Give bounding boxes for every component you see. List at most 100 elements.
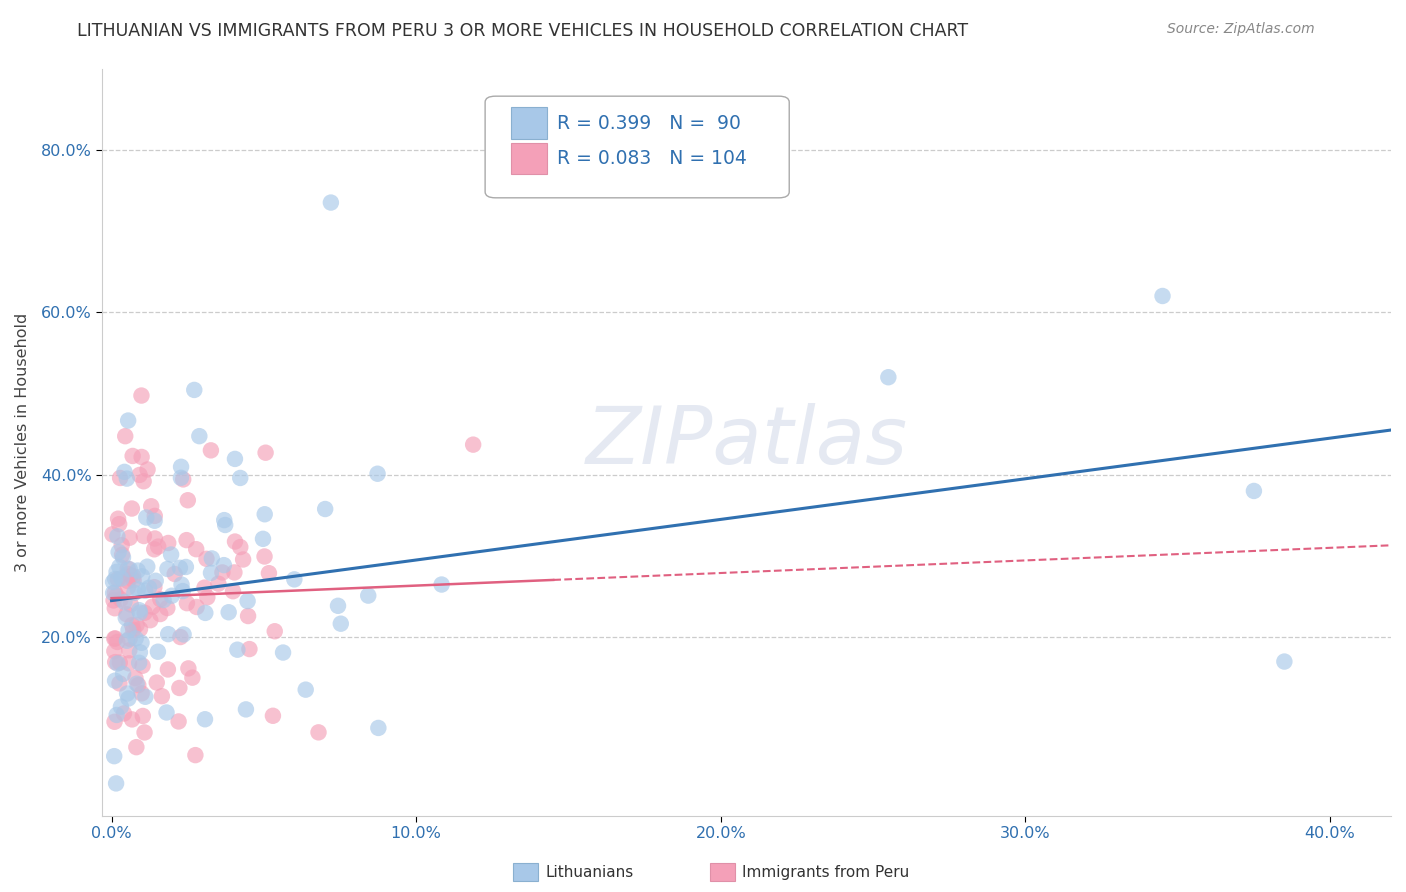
- Point: [238, 642, 260, 657]
- Point: [134, 725, 156, 739]
- Point: [114, 611, 136, 625]
- Point: [176, 596, 198, 610]
- Point: [118, 632, 141, 646]
- Point: [128, 603, 150, 617]
- Point: [236, 594, 259, 608]
- Point: [134, 583, 156, 598]
- Point: [114, 429, 136, 443]
- Point: [105, 589, 128, 603]
- Point: [107, 657, 129, 671]
- Point: [105, 565, 128, 579]
- Point: [212, 513, 235, 527]
- Point: [152, 593, 174, 607]
- Point: [135, 510, 157, 524]
- Point: [124, 586, 146, 600]
- Point: [110, 699, 132, 714]
- Point: [111, 548, 134, 562]
- Point: [138, 581, 160, 595]
- Point: [224, 451, 246, 466]
- Point: [194, 606, 217, 620]
- Point: [169, 681, 191, 695]
- Point: [877, 370, 900, 384]
- Text: Immigrants from Peru: Immigrants from Peru: [742, 865, 910, 880]
- Point: [229, 540, 252, 554]
- Point: [207, 576, 229, 591]
- Point: [254, 446, 277, 460]
- Point: [114, 465, 136, 479]
- Point: [136, 559, 159, 574]
- Point: [143, 514, 166, 528]
- Point: [118, 643, 141, 657]
- Point: [181, 671, 204, 685]
- Text: LITHUANIAN VS IMMIGRANTS FROM PERU 3 OR MORE VEHICLES IN HOUSEHOLD CORRELATION C: LITHUANIAN VS IMMIGRANTS FROM PERU 3 OR …: [77, 22, 969, 40]
- Point: [193, 581, 215, 595]
- Point: [139, 613, 162, 627]
- Point: [105, 708, 128, 723]
- Point: [121, 501, 143, 516]
- Point: [129, 606, 152, 620]
- Point: [127, 678, 149, 692]
- Point: [118, 657, 141, 671]
- Point: [1152, 289, 1174, 303]
- Point: [224, 566, 246, 580]
- Point: [184, 748, 207, 763]
- Point: [105, 529, 128, 543]
- Bar: [510, 143, 547, 174]
- Point: [101, 574, 124, 589]
- Point: [271, 646, 294, 660]
- Point: [156, 562, 179, 576]
- Point: [326, 599, 349, 613]
- FancyBboxPatch shape: [485, 96, 789, 198]
- Point: [111, 550, 134, 565]
- Point: [149, 607, 172, 621]
- Point: [200, 443, 222, 458]
- Point: [367, 467, 389, 481]
- Point: [103, 632, 125, 646]
- Point: [104, 632, 127, 646]
- Point: [108, 676, 131, 690]
- Point: [115, 687, 138, 701]
- Point: [357, 589, 380, 603]
- Point: [117, 574, 139, 588]
- Point: [101, 527, 124, 541]
- Point: [156, 601, 179, 615]
- Point: [253, 508, 276, 522]
- Bar: [510, 107, 547, 139]
- Point: [104, 572, 127, 586]
- Point: [252, 532, 274, 546]
- Point: [195, 591, 218, 605]
- Point: [226, 642, 249, 657]
- Point: [134, 606, 156, 620]
- Point: [155, 706, 177, 720]
- Point: [132, 475, 155, 489]
- Point: [212, 558, 235, 573]
- Point: [131, 636, 153, 650]
- Point: [172, 584, 194, 599]
- Point: [122, 569, 145, 583]
- Point: [108, 517, 131, 532]
- Point: [308, 725, 330, 739]
- Point: [186, 599, 208, 614]
- Point: [105, 635, 128, 649]
- Point: [170, 577, 193, 591]
- Point: [145, 574, 167, 588]
- Point: [157, 627, 180, 641]
- Point: [117, 581, 139, 595]
- Point: [163, 566, 186, 581]
- Point: [108, 656, 131, 670]
- Point: [141, 500, 163, 514]
- Point: [200, 566, 222, 580]
- Point: [103, 644, 125, 658]
- Point: [103, 749, 125, 764]
- Y-axis label: 3 or more Vehicles in Household: 3 or more Vehicles in Household: [15, 312, 30, 572]
- Point: [430, 577, 453, 591]
- Point: [118, 531, 141, 545]
- Point: [1243, 483, 1265, 498]
- Point: [201, 551, 224, 566]
- Point: [262, 708, 284, 723]
- Point: [170, 471, 193, 485]
- Point: [121, 618, 143, 632]
- Point: [167, 714, 190, 729]
- Point: [211, 566, 233, 580]
- Point: [143, 542, 166, 557]
